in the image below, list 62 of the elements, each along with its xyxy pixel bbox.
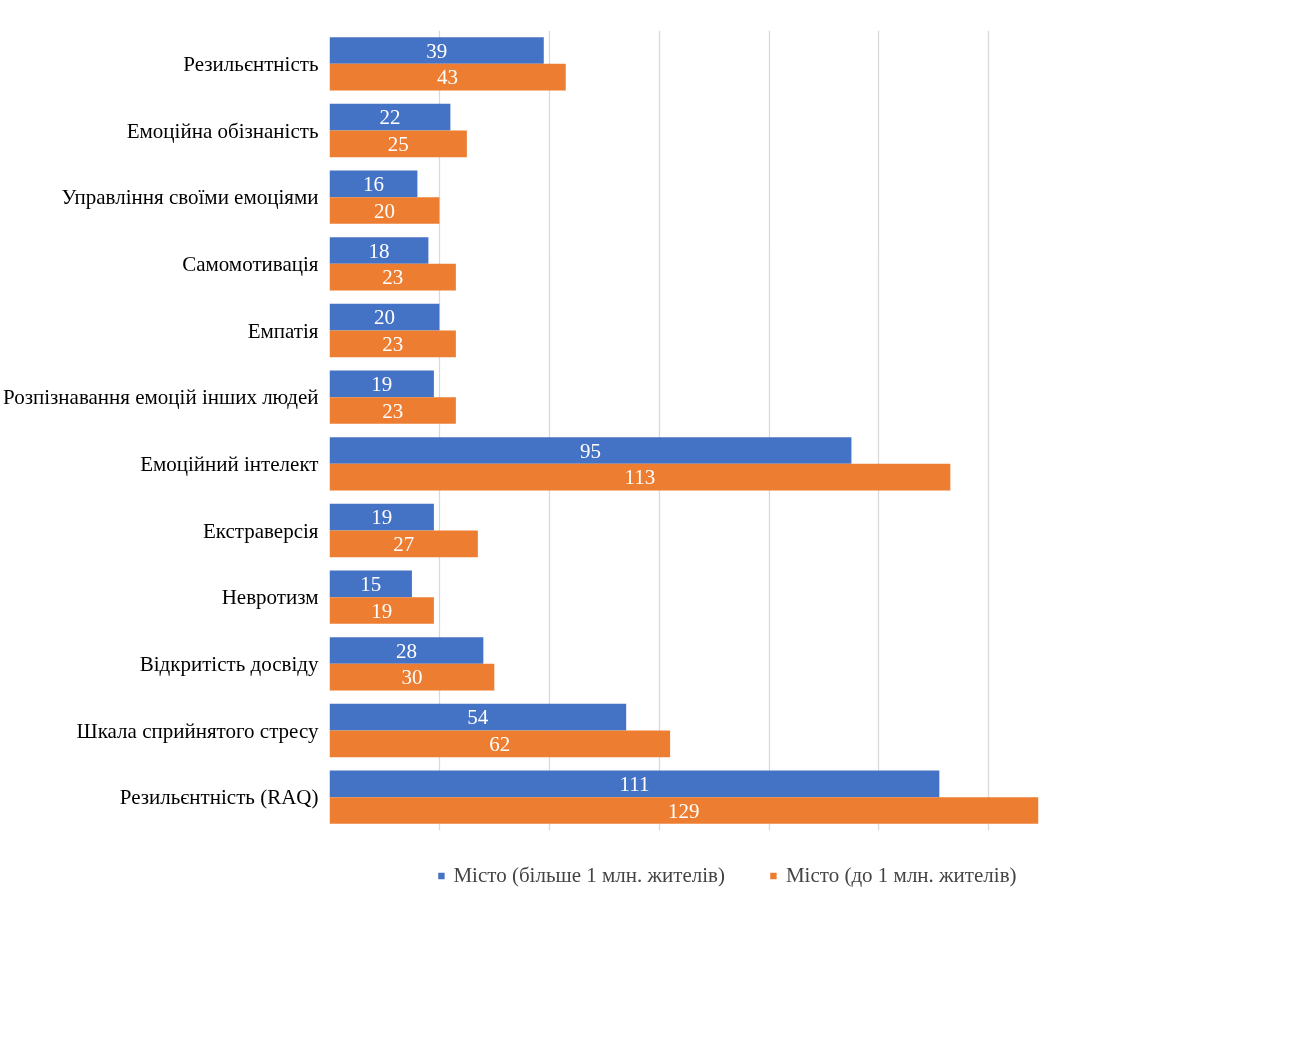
data-label: 19 bbox=[371, 598, 393, 623]
bar bbox=[329, 637, 484, 664]
bar bbox=[329, 397, 456, 424]
bar bbox=[329, 530, 478, 558]
bar bbox=[329, 663, 495, 691]
y-tick-label: Емоційний інтелект bbox=[140, 451, 319, 476]
y-tick-label: Управління своїми емоціями bbox=[61, 185, 319, 210]
data-label: 43 bbox=[437, 65, 459, 90]
data-label: 39 bbox=[426, 38, 448, 63]
y-tick-label: Резильєнтність (RAQ) bbox=[119, 785, 319, 810]
bar bbox=[329, 770, 940, 798]
data-label: 18 bbox=[368, 238, 390, 263]
data-label: 23 bbox=[382, 398, 404, 423]
data-label: 25 bbox=[387, 131, 409, 156]
bar bbox=[329, 797, 1039, 824]
y-tick-label: Відкритість досвіду bbox=[139, 651, 319, 676]
bar bbox=[329, 330, 456, 358]
y-tick-label: Самомотивація bbox=[182, 251, 319, 276]
bar bbox=[329, 130, 467, 158]
data-label: 95 bbox=[579, 438, 601, 463]
bar bbox=[329, 103, 451, 131]
data-label: 62 bbox=[489, 731, 511, 756]
y-tick-label: Резильєнтність bbox=[183, 51, 319, 76]
bar bbox=[329, 370, 434, 398]
bar bbox=[329, 463, 951, 491]
bar bbox=[329, 63, 566, 91]
data-label: 15 bbox=[360, 571, 382, 596]
data-label: 20 bbox=[373, 305, 395, 330]
data-label: 23 bbox=[382, 331, 404, 356]
y-tick-label: Емпатія bbox=[247, 318, 319, 343]
legend-label: Місто (більше 1 млн. жителів) bbox=[453, 862, 725, 888]
bar bbox=[329, 437, 852, 464]
bar bbox=[329, 170, 418, 198]
bar bbox=[329, 503, 434, 531]
bar bbox=[329, 730, 671, 758]
data-label: 27 bbox=[393, 531, 415, 556]
bar bbox=[329, 197, 440, 224]
data-label: 30 bbox=[401, 665, 423, 690]
y-tick-label: Шкала сприйнятого стресу bbox=[76, 718, 319, 743]
y-tick-label: Розпізнавання емоцій інших людей bbox=[3, 385, 319, 410]
bar bbox=[329, 597, 434, 624]
bar bbox=[329, 303, 440, 331]
data-label: 16 bbox=[362, 171, 384, 196]
y-tick-label: Екстраверсія bbox=[202, 518, 319, 543]
legend-label: Місто (до 1 млн. жителів) bbox=[785, 862, 1017, 888]
y-tick-label: Невротизм bbox=[221, 585, 319, 610]
data-label: 20 bbox=[373, 198, 395, 223]
data-label: 54 bbox=[467, 705, 489, 730]
data-label: 23 bbox=[382, 265, 404, 290]
bar bbox=[329, 570, 412, 598]
data-label: 19 bbox=[371, 371, 393, 396]
data-label: 19 bbox=[371, 505, 393, 530]
data-label: 129 bbox=[668, 798, 700, 823]
bar bbox=[329, 237, 429, 264]
bar bbox=[329, 37, 544, 64]
y-tick-label: Емоційна обізнаність bbox=[126, 118, 319, 143]
data-label: 28 bbox=[395, 638, 417, 663]
bar bbox=[329, 263, 456, 291]
data-label: 113 bbox=[624, 465, 656, 490]
bar bbox=[329, 703, 627, 731]
data-label: 111 bbox=[619, 771, 650, 796]
data-label: 22 bbox=[379, 105, 401, 130]
